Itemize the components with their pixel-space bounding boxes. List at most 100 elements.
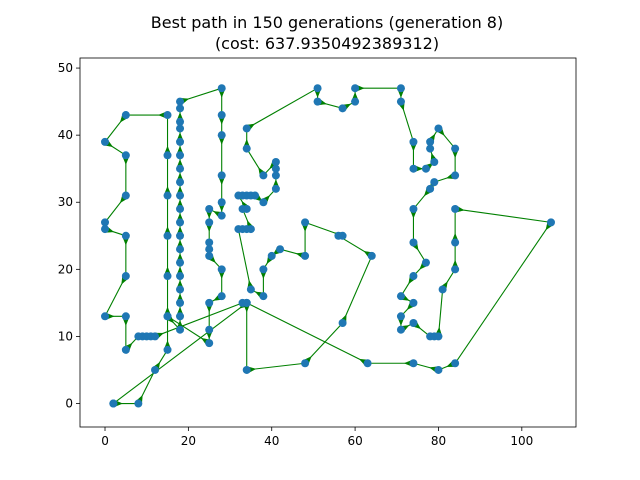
city-point	[247, 225, 255, 233]
city-point	[176, 245, 184, 253]
city-point	[122, 151, 130, 159]
path-segment	[455, 209, 551, 222]
y-tick-label: 30	[58, 195, 73, 209]
city-point	[259, 198, 267, 206]
city-point	[205, 326, 213, 334]
city-point	[314, 84, 322, 92]
city-point	[339, 319, 347, 327]
city-point	[205, 218, 213, 226]
city-point	[243, 299, 251, 307]
city-point	[272, 185, 280, 193]
city-point	[259, 292, 267, 300]
city-point	[122, 192, 130, 200]
city-point	[439, 285, 447, 293]
city-point	[151, 332, 159, 340]
city-point	[176, 232, 184, 240]
path-segment	[343, 256, 372, 323]
city-point	[176, 192, 184, 200]
city-point	[205, 205, 213, 213]
city-point	[339, 104, 347, 112]
axes-layer: 0 20 40 60 80 100 0 10 20 30 40 50	[58, 58, 576, 448]
x-tick-label: 20	[181, 434, 196, 448]
city-point	[409, 359, 417, 367]
city-point	[451, 145, 459, 153]
city-point	[409, 165, 417, 173]
city-point	[176, 326, 184, 334]
city-point	[451, 239, 459, 247]
x-tick-label: 100	[510, 434, 533, 448]
city-point	[218, 265, 226, 273]
chart-title-line1: Best path in 150 generations (generation…	[151, 13, 503, 32]
city-point	[122, 272, 130, 280]
city-point	[409, 239, 417, 247]
city-point	[368, 252, 376, 260]
city-point	[409, 272, 417, 280]
city-point	[268, 252, 276, 260]
city-point	[164, 111, 172, 119]
city-point	[397, 98, 405, 106]
city-point	[218, 131, 226, 139]
city-point	[101, 312, 109, 320]
y-tick-label: 40	[58, 128, 73, 142]
city-point	[434, 366, 442, 374]
city-point	[122, 312, 130, 320]
city-point	[397, 84, 405, 92]
city-point	[247, 285, 255, 293]
city-point	[176, 205, 184, 213]
x-tick-label: 60	[347, 434, 362, 448]
city-point	[409, 299, 417, 307]
city-point	[251, 192, 259, 200]
city-point	[351, 84, 359, 92]
city-point	[218, 212, 226, 220]
city-point	[272, 158, 280, 166]
city-point	[164, 272, 172, 280]
x-tick-label: 0	[101, 434, 109, 448]
city-point	[451, 265, 459, 273]
y-tick-label: 50	[58, 61, 73, 75]
city-point	[205, 339, 213, 347]
city-point	[176, 218, 184, 226]
city-point	[176, 272, 184, 280]
city-point	[218, 84, 226, 92]
city-point	[176, 299, 184, 307]
city-point	[109, 400, 117, 408]
city-point	[351, 98, 359, 106]
city-point	[301, 359, 309, 367]
y-tick-label: 10	[58, 329, 73, 343]
city-point	[547, 218, 555, 226]
city-point	[176, 312, 184, 320]
y-tick-label: 20	[58, 262, 73, 276]
city-point	[409, 319, 417, 327]
city-point	[164, 346, 172, 354]
city-point	[101, 225, 109, 233]
path-segment	[455, 222, 551, 363]
city-point	[451, 359, 459, 367]
plot-area	[101, 84, 555, 407]
city-point	[218, 292, 226, 300]
city-point	[364, 359, 372, 367]
city-point	[176, 259, 184, 267]
city-point	[243, 124, 251, 132]
city-point	[134, 400, 142, 408]
city-point	[218, 171, 226, 179]
city-point	[451, 171, 459, 179]
path-segment	[247, 88, 318, 128]
city-point	[426, 138, 434, 146]
city-point	[422, 165, 430, 173]
city-point	[151, 366, 159, 374]
city-point	[259, 265, 267, 273]
city-point	[164, 312, 172, 320]
city-point	[339, 232, 347, 240]
city-point	[430, 178, 438, 186]
city-point	[176, 118, 184, 126]
city-point	[164, 232, 172, 240]
city-point	[122, 111, 130, 119]
city-point	[409, 205, 417, 213]
city-point	[451, 205, 459, 213]
city-point	[122, 232, 130, 240]
city-point	[426, 185, 434, 193]
city-point	[218, 198, 226, 206]
city-point	[301, 218, 309, 226]
city-point	[422, 259, 430, 267]
